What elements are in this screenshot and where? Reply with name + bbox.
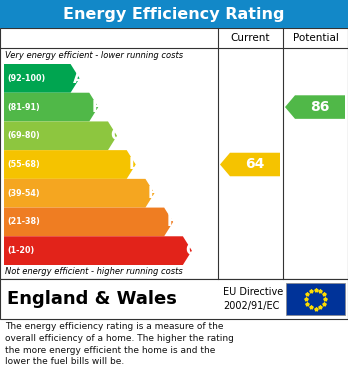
Text: (69-80): (69-80) bbox=[7, 131, 40, 140]
Text: 2002/91/EC: 2002/91/EC bbox=[223, 301, 279, 311]
Polygon shape bbox=[4, 93, 98, 122]
Polygon shape bbox=[220, 153, 280, 176]
Text: Potential: Potential bbox=[293, 33, 339, 43]
Polygon shape bbox=[285, 95, 345, 119]
Text: 86: 86 bbox=[310, 100, 330, 114]
Text: D: D bbox=[129, 157, 141, 172]
Text: G: G bbox=[185, 243, 197, 258]
Text: (55-68): (55-68) bbox=[7, 160, 40, 169]
Text: 64: 64 bbox=[245, 158, 265, 172]
Text: E: E bbox=[148, 186, 158, 201]
Text: EU Directive: EU Directive bbox=[223, 287, 283, 297]
Text: Very energy efficient - lower running costs: Very energy efficient - lower running co… bbox=[5, 52, 183, 61]
Bar bbox=[286, 283, 345, 315]
Text: England & Wales: England & Wales bbox=[7, 290, 177, 308]
Text: (21-38): (21-38) bbox=[7, 217, 40, 226]
Text: Current: Current bbox=[231, 33, 270, 43]
Text: The energy efficiency rating is a measure of the
overall efficiency of a home. T: The energy efficiency rating is a measur… bbox=[5, 322, 234, 366]
Text: C: C bbox=[110, 128, 121, 143]
Bar bbox=[0, 28, 348, 279]
Polygon shape bbox=[4, 150, 136, 179]
Text: Not energy efficient - higher running costs: Not energy efficient - higher running co… bbox=[5, 267, 183, 276]
Text: F: F bbox=[166, 214, 176, 230]
Polygon shape bbox=[4, 64, 80, 93]
Text: Energy Efficiency Rating: Energy Efficiency Rating bbox=[63, 7, 285, 22]
Bar bbox=[0, 0, 348, 28]
Text: (39-54): (39-54) bbox=[7, 189, 40, 198]
Text: (92-100): (92-100) bbox=[7, 74, 45, 83]
Text: A: A bbox=[73, 71, 84, 86]
Text: B: B bbox=[91, 100, 103, 115]
Text: (1-20): (1-20) bbox=[7, 246, 34, 255]
Text: (81-91): (81-91) bbox=[7, 102, 40, 111]
Bar bbox=[0, 279, 348, 319]
Polygon shape bbox=[4, 179, 155, 208]
Polygon shape bbox=[4, 236, 192, 265]
Polygon shape bbox=[4, 208, 173, 236]
Polygon shape bbox=[4, 122, 117, 150]
